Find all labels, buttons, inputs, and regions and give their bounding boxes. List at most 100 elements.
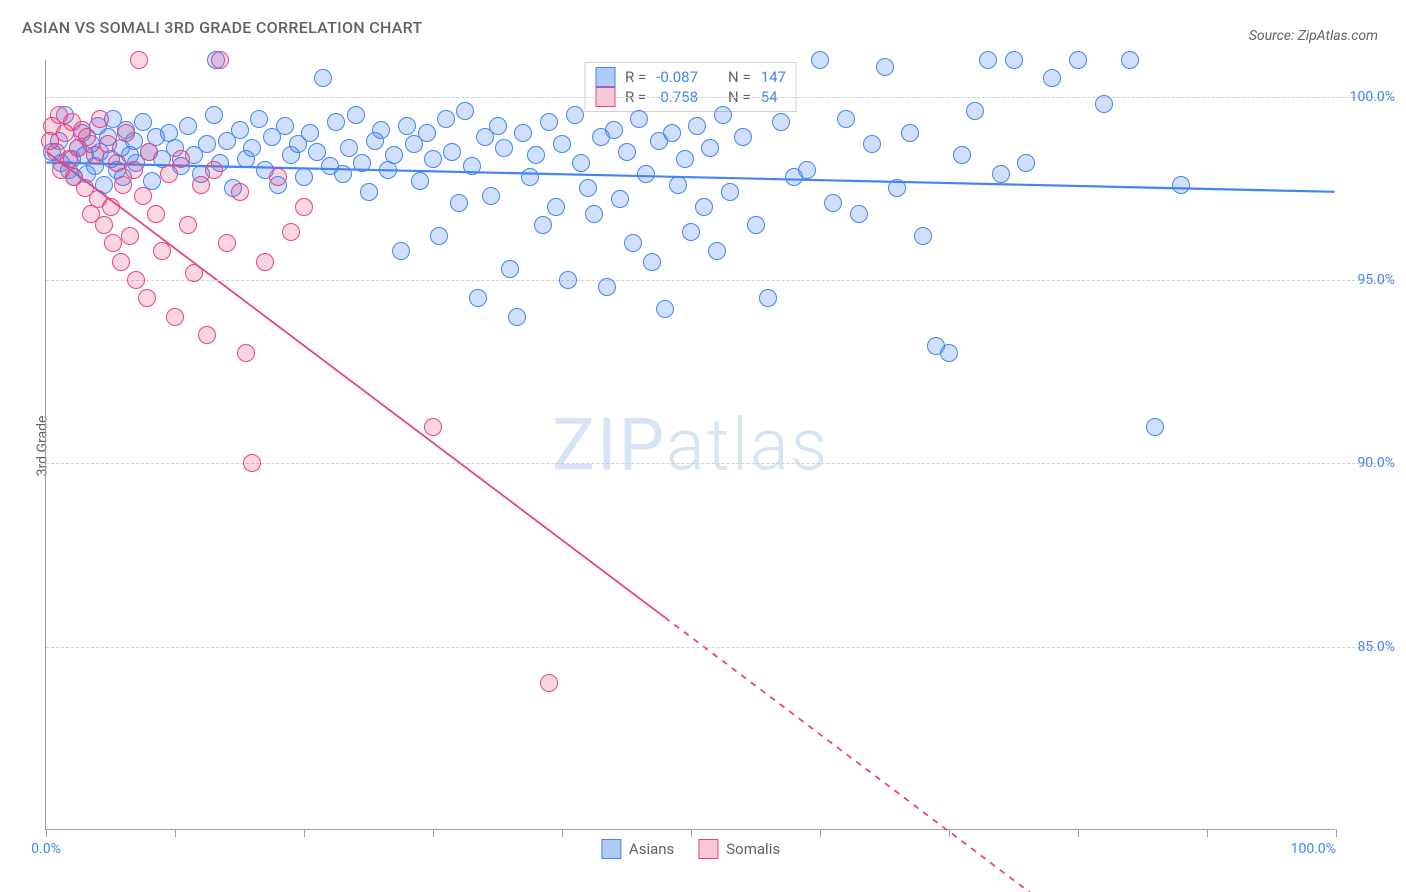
data-point [508,308,526,326]
data-point [940,344,958,362]
legend-n-label: N = [728,68,751,86]
data-point [708,242,726,260]
data-point [630,110,648,128]
x-tick [691,829,692,837]
legend-swatch [698,839,718,859]
data-point [218,234,236,252]
data-point [237,344,255,362]
data-point [138,289,156,307]
legend-r-value: -0.087 [656,68,698,86]
data-point [463,157,481,175]
data-point [669,176,687,194]
data-point [418,124,436,142]
data-point [308,143,326,161]
data-point [992,165,1010,183]
data-point [714,106,732,124]
data-point [598,278,616,296]
data-point [501,260,519,278]
data-point [811,51,829,69]
legend-label: Somalis [726,840,780,858]
y-tick-label: 90.0% [1357,455,1395,471]
data-point [112,253,130,271]
x-tick [1336,829,1337,837]
data-point [585,205,603,223]
data-point [572,154,590,172]
data-point [676,150,694,168]
data-point [179,216,197,234]
data-point [450,194,468,212]
data-point [605,121,623,139]
data-point [411,172,429,190]
data-point [282,223,300,241]
data-point [443,143,461,161]
data-point [121,227,139,245]
data-point [104,234,122,252]
data-point [695,198,713,216]
trend-lines [46,60,1335,829]
legend-item: Somalis [698,839,780,859]
y-tick-label: 95.0% [1357,272,1395,288]
data-point [95,216,113,234]
legend-swatch [595,67,615,87]
data-point [1095,95,1113,113]
data-point [243,454,261,472]
x-tick-label: 0.0% [31,841,61,857]
data-point [482,187,500,205]
data-point [837,110,855,128]
data-point [102,198,120,216]
data-point [824,194,842,212]
data-point [888,179,906,197]
data-point [1017,154,1035,172]
data-point [456,102,474,120]
data-point [198,326,216,344]
data-point [127,271,145,289]
data-point [347,106,365,124]
x-tick [1207,829,1208,837]
data-point [295,198,313,216]
data-point [437,110,455,128]
x-tick-label: 100.0% [1291,841,1336,857]
watermark-light: atlas [666,402,829,487]
data-point [566,106,584,124]
data-point [198,135,216,153]
x-tick [304,829,305,837]
data-point [353,154,371,172]
legend-label: Asians [629,840,674,858]
data-point [521,168,539,186]
data-point [579,179,597,197]
data-point [559,271,577,289]
data-point [205,106,223,124]
data-point [192,176,210,194]
data-point [540,113,558,131]
data-point [850,205,868,223]
data-point [179,117,197,135]
data-point [372,121,390,139]
legend-n-value: 147 [761,68,786,86]
legend-item: Asians [601,839,674,859]
data-point [360,183,378,201]
data-point [398,117,416,135]
data-point [1121,51,1139,69]
gridline [46,97,1385,98]
data-point [1005,51,1023,69]
data-point [172,150,190,168]
data-point [540,674,558,692]
source-label: Source: ZipAtlas.com [1249,28,1378,44]
data-point [430,227,448,245]
data-point [901,124,919,142]
data-point [514,124,532,142]
y-tick-label: 85.0% [1357,639,1395,655]
data-point [160,165,178,183]
series-legend: Asians Somalis [601,839,780,859]
data-point [205,161,223,179]
x-tick [562,829,563,837]
data-point [663,124,681,142]
data-point [301,124,319,142]
data-point [656,300,674,318]
data-point [295,168,313,186]
data-point [863,135,881,153]
data-point [340,139,358,157]
data-point [721,183,739,201]
data-point [140,143,158,161]
data-point [256,253,274,271]
